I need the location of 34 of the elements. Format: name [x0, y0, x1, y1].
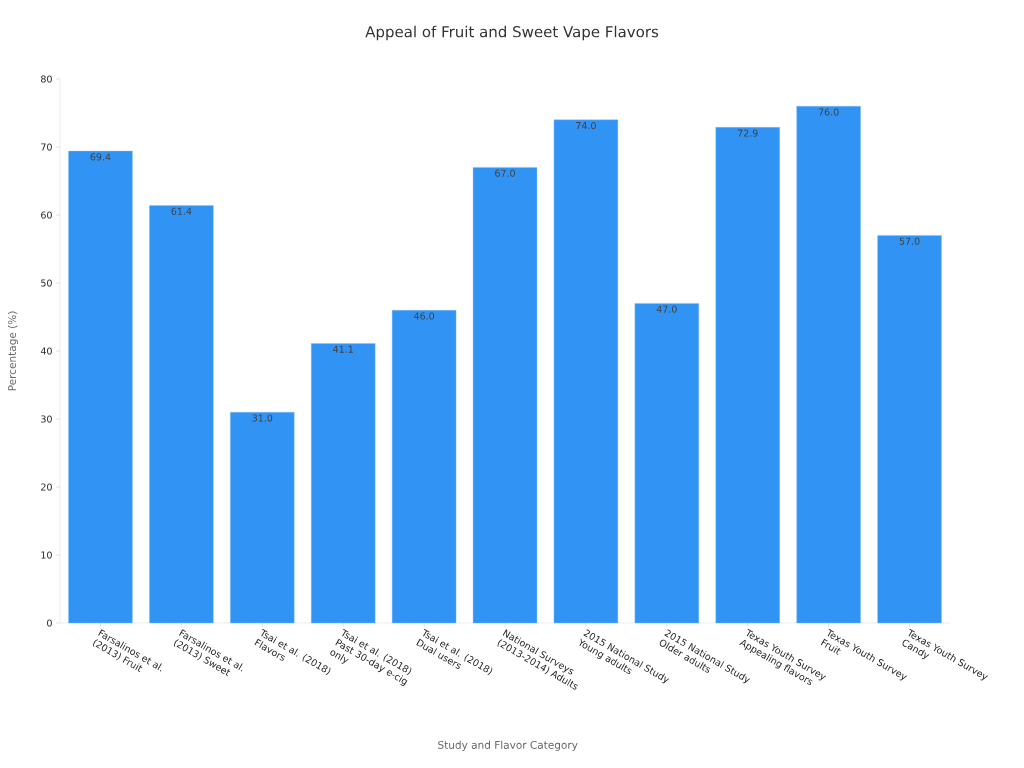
- data-label: 76.0: [818, 108, 839, 116]
- data-label: 41.1: [333, 345, 353, 353]
- bar: [149, 205, 214, 624]
- data-label: 74.0: [576, 121, 596, 130]
- bar: [68, 150, 133, 624]
- bar: [311, 343, 376, 624]
- bar: [715, 127, 780, 624]
- y-tick-label: 70: [41, 143, 52, 151]
- y-tick-label: 40: [40, 347, 52, 355]
- data-label: 69.4: [90, 153, 111, 161]
- bar: [796, 105, 861, 624]
- data-label: 57.0: [899, 237, 920, 245]
- y-tick-label: 10: [41, 551, 52, 559]
- y-tick-label: 30: [41, 415, 52, 423]
- y-tick-label: 0: [47, 619, 52, 627]
- data-label: 72.9: [737, 129, 758, 137]
- bar: [634, 303, 699, 624]
- chart-title: Appeal of Fruit and Sweet Vape Flavors: [365, 25, 659, 41]
- data-label: 67.0: [495, 169, 515, 177]
- data-label: 46.0: [413, 312, 435, 320]
- data-label: 47.0: [656, 305, 677, 313]
- bar: [472, 167, 538, 624]
- x-axis-title: Study and Flavor Category: [438, 740, 578, 751]
- y-tick-label: 20: [41, 483, 52, 491]
- bar: [877, 235, 942, 624]
- y-tick-label: 50: [41, 279, 52, 287]
- y-axis-title: Percentage (%): [7, 311, 19, 391]
- bar: [391, 309, 457, 624]
- data-label: 31.0: [252, 414, 273, 422]
- y-tick-label: 80: [41, 75, 52, 83]
- bar: [230, 411, 295, 624]
- y-tick-label: 60: [41, 211, 52, 219]
- bar: [553, 119, 619, 624]
- data-label: 61.4: [171, 207, 192, 215]
